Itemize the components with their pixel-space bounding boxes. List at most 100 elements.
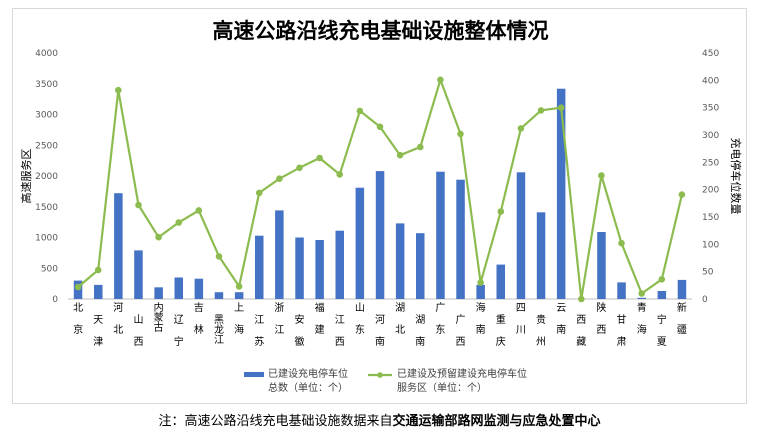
y-tick-left: 2000 <box>35 172 58 182</box>
y-tick-left: 500 <box>41 264 58 274</box>
y-tick-right: 400 <box>702 76 719 86</box>
line-point <box>94 266 102 274</box>
line-point <box>618 239 625 247</box>
x-tick-label: 天津 <box>93 315 103 348</box>
x-tick-label: 黑龙江 <box>214 314 224 346</box>
y-tick-right: 0 <box>702 295 708 305</box>
line-point <box>74 283 82 291</box>
line-point <box>316 154 323 162</box>
legend-bar-label-line2: 总数（单位：个） <box>268 381 348 394</box>
x-tick-label: 湖南 <box>415 314 425 348</box>
bar <box>536 212 546 299</box>
y-tick-right: 100 <box>702 240 719 250</box>
x-tick-label: 内蒙古 <box>154 301 164 334</box>
line-point <box>336 171 344 178</box>
y-tick-right: 450 <box>702 49 719 59</box>
x-tick-label: 山西 <box>134 314 144 348</box>
bar <box>597 232 606 299</box>
line-point <box>638 290 646 297</box>
line-point <box>417 143 424 151</box>
bar <box>194 278 204 299</box>
bar <box>174 277 183 299</box>
x-tick-label: 四川 <box>516 303 526 336</box>
x-tick-label: 福建 <box>315 301 325 336</box>
bar <box>416 233 425 299</box>
y-tick-left: 3000 <box>35 111 58 121</box>
line-point <box>356 107 364 115</box>
line-point <box>396 151 404 159</box>
y-tick-left: 1000 <box>35 234 58 244</box>
line-point <box>115 86 122 94</box>
bar <box>315 240 324 299</box>
x-tick-label: 上海 <box>234 302 244 336</box>
legend-bar-label-line1: 已建设充电停车位 <box>268 367 348 380</box>
x-tick-label: 安徽 <box>295 313 305 348</box>
line-point <box>517 125 525 132</box>
line-point <box>135 201 142 209</box>
y-axis-label-left: 高速服务区 <box>19 149 33 204</box>
y-tick-left: 1500 <box>35 203 58 213</box>
y-tick-right: 200 <box>702 186 719 196</box>
x-tick-label: 湖北 <box>395 302 405 336</box>
bar <box>355 187 365 299</box>
bar <box>375 171 385 299</box>
x-tick-label: 贵州 <box>536 313 546 348</box>
bar <box>94 284 103 299</box>
y-tick-left: 0 <box>52 295 58 305</box>
bar <box>214 292 224 299</box>
bar <box>154 287 163 299</box>
y-axis-label-right: 充电停车位数量 <box>729 138 743 215</box>
legend-line-label-line1: 已建设及预留建设充电停车位 <box>397 367 527 380</box>
bar <box>134 250 143 299</box>
line-point <box>537 107 545 114</box>
line-point <box>376 123 384 131</box>
x-tick-label: 江苏 <box>254 314 264 348</box>
x-tick-label: 重庆 <box>496 313 506 348</box>
bar <box>395 223 405 299</box>
y-tick-right: 350 <box>702 104 719 114</box>
x-tick-label: 西藏 <box>576 315 586 348</box>
line-point <box>557 104 565 111</box>
source-note: 注：高速公路沿线充电基础设施数据来自交通运输部路网监测与应急处置中心 <box>0 410 759 429</box>
line-point <box>477 279 484 286</box>
line-point <box>276 175 283 182</box>
line-point <box>457 130 464 138</box>
x-tick-label: 山东 <box>355 302 365 336</box>
bar <box>617 282 626 299</box>
bar <box>456 179 465 299</box>
y-tick-right: 50 <box>702 268 714 278</box>
bar <box>295 237 304 299</box>
bar <box>114 193 123 299</box>
note-source: 交通运输部路网监测与应急处置中心 <box>392 414 601 429</box>
y-tick-right: 250 <box>702 158 719 168</box>
bar <box>436 171 445 299</box>
x-tick-label: 宁夏 <box>657 313 667 348</box>
bar <box>556 88 566 299</box>
line-point <box>296 164 303 172</box>
bar <box>496 264 505 299</box>
bar <box>335 230 344 299</box>
line-point <box>658 276 666 283</box>
x-tick-label: 广西 <box>456 314 466 348</box>
legend-line-label-line2: 服务区（单位：个） <box>397 381 487 394</box>
line-point <box>497 208 505 215</box>
bar <box>657 291 667 299</box>
x-tick-label: 河南 <box>375 314 385 348</box>
x-tick-label: 云南 <box>556 303 566 336</box>
legend-bar-swatch <box>244 372 264 377</box>
line-point <box>255 189 263 197</box>
line-point <box>437 76 444 84</box>
line-point <box>678 191 686 198</box>
x-tick-label: 广东 <box>435 302 445 336</box>
x-tick-label: 河北 <box>113 302 123 336</box>
line-point <box>215 253 223 260</box>
y-tick-right: 150 <box>702 213 719 223</box>
y-tick-right: 300 <box>702 131 719 141</box>
bar <box>637 297 646 299</box>
line-point <box>598 172 605 179</box>
y-tick-left: 2500 <box>35 141 58 151</box>
x-tick-label: 北京 <box>73 302 83 336</box>
bar <box>476 284 485 299</box>
line-point <box>195 207 203 214</box>
